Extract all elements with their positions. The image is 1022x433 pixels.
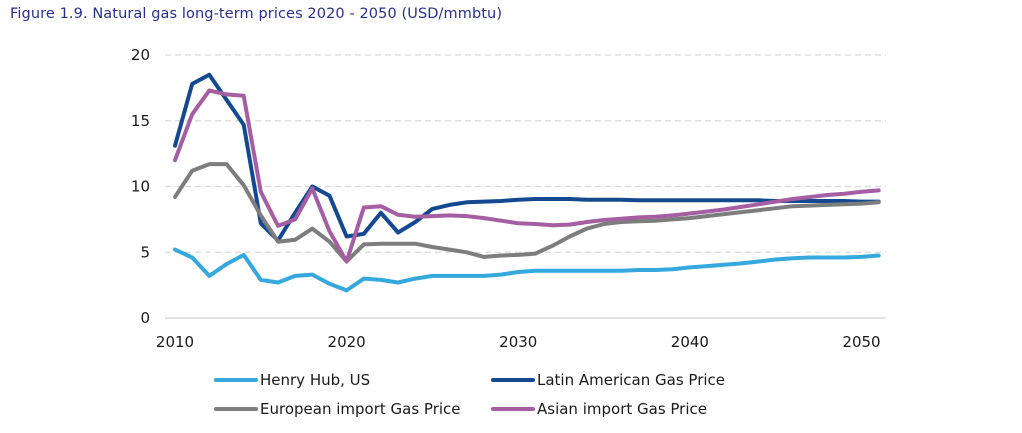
legend-swatch-henry-hub: [214, 378, 258, 382]
chart-title: Figure 1.9. Natural gas long-term prices…: [10, 6, 503, 22]
legend-item-asian: Asian import Gas Price: [491, 400, 707, 418]
legend-label-asian: Asian import Gas Price: [537, 400, 707, 418]
legend-swatch-european: [214, 407, 258, 411]
legend-swatch-latin-american: [491, 378, 535, 382]
x-tick-label: 2040: [671, 333, 709, 351]
legend-label-latin-american: Latin American Gas Price: [537, 371, 726, 389]
legend-label-european: European import Gas Price: [260, 400, 461, 418]
y-tick-label: 20: [131, 46, 150, 64]
x-tick-label: 2010: [156, 333, 194, 351]
y-tick-label: 10: [131, 178, 150, 196]
legend-item-henry-hub: Henry Hub, US: [214, 371, 370, 389]
series-line-asian-import-gas-price: [173, 88, 881, 264]
x-axis-ticks: 2010 2020 2030 2040 2050: [156, 333, 881, 351]
x-tick-label: 2030: [499, 333, 537, 351]
legend-label-henry-hub: Henry Hub, US: [260, 371, 371, 389]
legend-item-latin-american: Latin American Gas Price: [491, 371, 725, 389]
legend-swatch-asian: [491, 407, 535, 411]
y-tick-label: 5: [140, 243, 150, 261]
series-line-henry-hub-us: [173, 247, 881, 293]
y-tick-label: 0: [140, 309, 150, 327]
series-line-latin-american-gas-price: [173, 72, 881, 243]
series-lines: [173, 72, 881, 293]
y-tick-label: 15: [131, 112, 150, 130]
legend-item-european: European import Gas Price: [214, 400, 461, 418]
y-axis-ticks: 0 5 10 15 20: [131, 46, 150, 327]
x-tick-label: 2020: [328, 333, 366, 351]
x-tick-label: 2050: [842, 333, 880, 351]
gridlines: [165, 54, 886, 319]
series-line-european-import-gas-price: [173, 162, 881, 264]
